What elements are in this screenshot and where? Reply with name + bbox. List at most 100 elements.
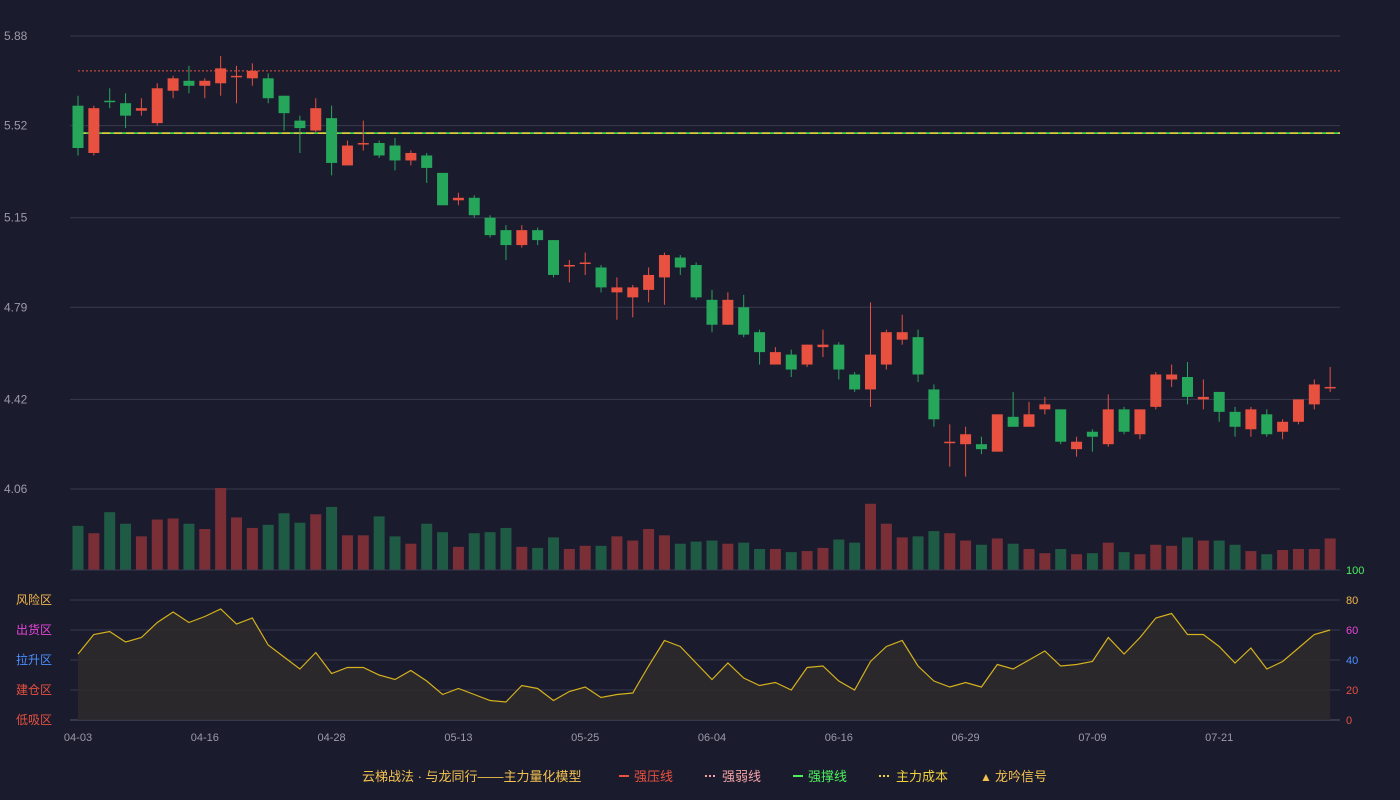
volume-bar: [389, 536, 401, 570]
candle-body: [991, 414, 1003, 452]
candle-body: [1261, 414, 1273, 435]
volume-bar: [658, 535, 670, 570]
candle-body: [754, 332, 766, 353]
volume-bar: [991, 538, 1003, 570]
volume-bar: [1229, 544, 1241, 570]
volume-bar: [1086, 553, 1098, 570]
volume-bar: [1102, 542, 1114, 570]
volume-bar: [1245, 551, 1257, 570]
volume-bar: [1007, 543, 1019, 570]
candle-body: [1308, 384, 1320, 405]
candle-body: [1213, 391, 1225, 412]
candle-body: [532, 230, 544, 241]
indicator-line: [77, 608, 1331, 703]
candle-body: [880, 332, 892, 365]
candle-body: [674, 257, 686, 268]
volume-bars: [70, 488, 1340, 571]
volume-bar: [120, 523, 132, 570]
candle-body: [1039, 404, 1051, 410]
candle-body: [643, 274, 655, 290]
zone-label: 出货区: [16, 622, 52, 637]
volume-bar: [690, 541, 702, 570]
candle-body: [151, 88, 163, 124]
candle-body: [849, 374, 861, 390]
indicator-tick-label: 40: [1346, 655, 1358, 667]
volume-bar: [611, 536, 623, 570]
indicator-tick-label: 80: [1346, 595, 1358, 607]
candle-body: [468, 197, 480, 216]
candle-body: [706, 299, 718, 325]
volume-bar: [341, 535, 353, 570]
volume-bar: [1197, 540, 1209, 570]
indicator-tick-label: 100: [1346, 565, 1364, 577]
candle-body: [72, 105, 84, 149]
candle-body: [231, 75, 242, 78]
zone-label: 建仓区: [16, 683, 52, 697]
date-tick-label: 05-13: [444, 732, 472, 744]
candle-body: [341, 145, 353, 166]
candle-body: [1277, 421, 1289, 432]
candle-body: [104, 100, 116, 103]
volume-bar: [706, 540, 718, 570]
candle-body: [1197, 396, 1209, 400]
candle-body: [1071, 441, 1083, 450]
date-tick-label: 06-29: [952, 732, 980, 744]
candle-body: [722, 299, 734, 325]
candle-body: [1086, 431, 1098, 437]
volume-bar: [1023, 548, 1035, 570]
volume-bar: [627, 540, 639, 570]
candle-body: [246, 70, 258, 79]
candle-body: [1134, 409, 1146, 435]
volume-bar: [833, 539, 845, 570]
volume-bar: [975, 544, 987, 570]
volume-bar: [1071, 554, 1083, 570]
candle-body: [865, 354, 876, 390]
volume-bar: [928, 531, 940, 570]
candle-body: [1245, 409, 1257, 430]
candle-body: [738, 307, 750, 335]
volume-bar: [199, 529, 211, 570]
candle-body: [437, 172, 449, 206]
candle-body: [1055, 409, 1067, 442]
volume-bar: [1213, 540, 1225, 570]
volume-bar: [785, 552, 797, 570]
volume-bar: [548, 537, 559, 570]
volume-bar: [722, 543, 734, 570]
candle-body: [548, 240, 559, 275]
candle-body: [278, 95, 290, 114]
legend-title: 云梯战法 · 与龙同行——主力量化模型: [362, 769, 582, 784]
date-tick-label: 04-03: [64, 732, 92, 744]
volume-bar: [944, 533, 956, 570]
indicator-area: [78, 609, 1331, 720]
candle-body: [960, 434, 972, 445]
volume-bar: [437, 532, 449, 570]
candle-body: [1102, 409, 1114, 445]
volume-bar: [167, 518, 179, 570]
candle-body: [357, 143, 369, 145]
candle-body: [690, 264, 702, 298]
volume-bar: [246, 527, 258, 570]
volume-bar: [326, 506, 338, 570]
price-tick-label: 5.15: [4, 211, 28, 225]
volume-bar: [421, 523, 433, 570]
price-tick-label: 5.52: [4, 119, 28, 133]
volume-bar: [151, 519, 163, 570]
volume-bar: [801, 551, 813, 570]
candle-body: [88, 108, 100, 153]
volume-bar: [674, 543, 686, 570]
volume-bar: [532, 547, 544, 570]
candle-body: [310, 108, 322, 131]
volume-bar: [104, 512, 116, 570]
volume-bar: [72, 525, 84, 570]
volume-bar: [1150, 544, 1162, 570]
price-tick-label: 4.06: [4, 482, 28, 496]
volume-bar: [1277, 550, 1289, 570]
candle-body: [928, 389, 940, 420]
volume-bar: [817, 547, 829, 570]
candle-body: [452, 197, 464, 201]
price-tick-label: 5.88: [4, 29, 28, 43]
volume-bar: [262, 524, 274, 570]
zone-label: 低吸区: [16, 713, 52, 727]
